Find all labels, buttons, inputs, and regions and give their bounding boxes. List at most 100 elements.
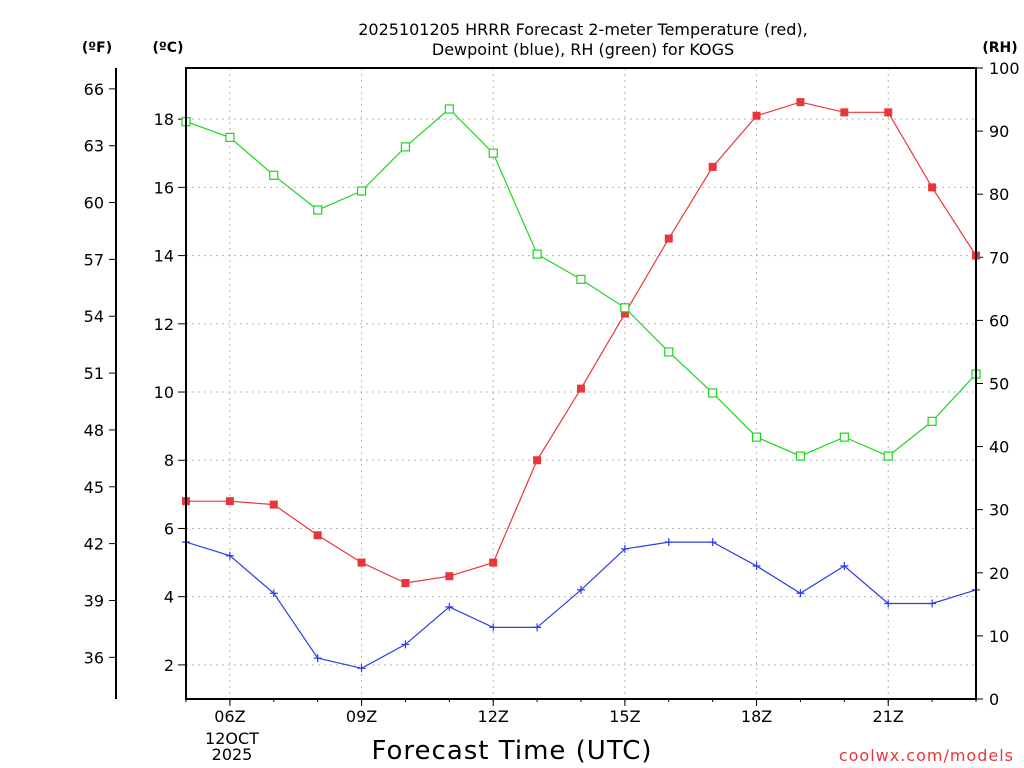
temperature-point [269,500,278,509]
dewpoint-point [708,538,717,547]
temperature-point [928,183,937,192]
rh-point [927,416,937,426]
rh-tick-label: 70 [989,248,1009,267]
rh-point [620,303,630,313]
rh-point [356,186,367,196]
fahrenheit-tick-label: 63 [84,137,104,156]
rh-tick-label: 50 [989,375,1009,394]
x-tick-label: 15Z [609,707,640,726]
gridlines [186,68,976,699]
fahrenheit-tick-label: 42 [84,535,104,554]
temperature-point [533,456,542,465]
dewpoint-point [664,538,673,547]
fahrenheit-tick-label: 57 [84,250,104,269]
rh-tick-label: 90 [989,122,1009,141]
temperature-point [489,558,498,567]
rh-tick-label: 0 [989,690,999,709]
temperature-point [445,572,454,581]
temperature-point [225,497,234,506]
temperature-point [577,384,585,393]
fahrenheit-tick-label: 60 [84,194,104,213]
fahrenheit-unit-label: (ºF) [82,40,112,56]
dewpoint-point [533,623,542,632]
celsius-unit-label: (ºC) [153,40,184,56]
celsius-tick-label: 18 [154,110,174,129]
rh-point [488,148,498,158]
dewpoint-point [796,589,805,598]
dewpoint-point [577,585,585,594]
rh-tick-label: 40 [989,438,1009,457]
celsius-tick-label: 6 [164,519,174,538]
rh-unit-label: (RH) [982,40,1017,56]
fahrenheit-tick-label: 54 [84,307,104,326]
date-label-day: 12OCT [205,729,259,748]
fahrenheit-tick-label: 51 [84,364,104,383]
celsius-tick-label: 2 [164,656,174,675]
rh-point [444,104,454,114]
rh-point [576,274,586,284]
rh-point [795,451,806,461]
x-tick-label: 18Z [741,707,772,726]
chart-title-line2: Dewpoint (blue), RH (green) for KOGS [432,40,734,59]
date-label-year: 2025 [212,745,253,764]
rh-point [839,432,849,442]
dewpoint-point [928,599,937,608]
dewpoint-point [752,561,761,570]
fahrenheit-tick-label: 48 [84,421,104,440]
fahrenheit-tick-label: 39 [84,591,104,610]
data-series [181,98,981,673]
celsius-tick-label: 16 [154,178,174,197]
temperature-point [313,531,322,540]
watermark-text: coolwx.com/models [839,746,1014,765]
dewpoint-point [357,664,366,673]
rh-point [751,432,762,442]
dewpoint-point [489,623,498,632]
rh-tick-label: 80 [989,185,1009,204]
x-tick-label: 09Z [346,707,377,726]
temperature-point [357,558,366,567]
rh-point [400,142,411,152]
plot-frame [185,67,977,700]
dewpoint-point [401,640,410,649]
celsius-tick-label: 10 [154,383,174,402]
temperature-point [796,98,805,107]
chart-title-line1: 2025101205 HRRR Forecast 2-meter Tempera… [358,20,808,39]
x-tick-label: 06Z [214,707,245,726]
dewpoint-point [445,602,454,611]
x-tick-label: 21Z [873,707,904,726]
rh-point [664,347,674,357]
temperature-point [620,309,629,318]
rh-point [708,388,718,398]
temperature-point [884,108,893,117]
temperature-point [401,579,410,588]
dewpoint-point [269,589,278,598]
temperature-line [186,101,977,584]
rh-tick-label: 10 [989,627,1009,646]
fahrenheit-tick-label: 45 [84,478,104,497]
temperature-point [752,111,761,120]
rh-tick-label: 100 [989,59,1020,78]
fahrenheit-tick-label: 66 [84,80,104,99]
fahrenheit-tick-label: 36 [84,648,104,667]
x-axis-title: Forecast Time (UTC) [371,736,652,766]
celsius-tick-label: 8 [164,451,174,470]
dewpoint-point [840,561,849,570]
rh-tick-label: 20 [989,564,1009,583]
dewpoint-point [313,654,322,663]
axes: 06Z 09Z 12Z 15Z 18Z 21Z 2 4 6 8 10 12 14 16 18 36 39 42 45… [84,59,1020,726]
dewpoint-point [620,544,629,553]
rh-point [313,205,323,215]
rh-point [269,170,279,180]
dewpoint-line [185,541,977,669]
celsius-tick-label: 4 [164,588,174,607]
dewpoint-point [884,599,893,608]
rh-point [532,249,542,259]
celsius-tick-label: 14 [154,247,174,266]
rh-tick-label: 60 [989,311,1009,330]
rh-tick-label: 30 [989,501,1009,520]
celsius-tick-label: 12 [154,315,174,334]
rh-point [225,132,235,143]
temperature-point [708,162,717,171]
